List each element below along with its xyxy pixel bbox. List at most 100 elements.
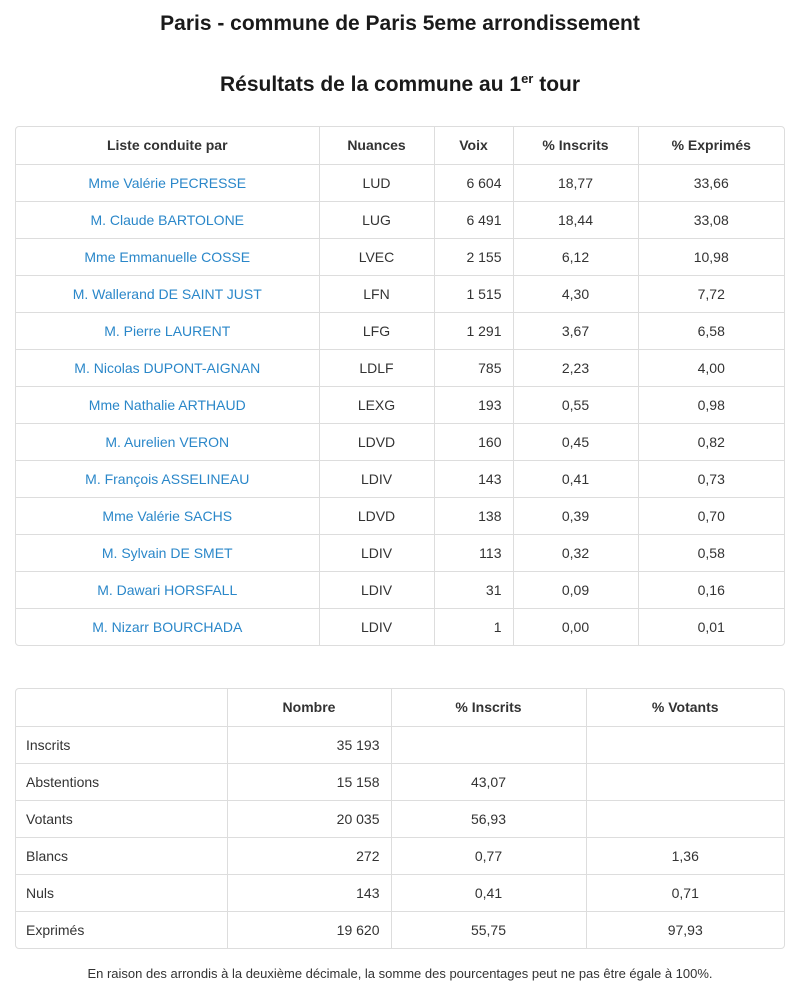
candidate-link[interactable]: M. Claude BARTOLONE [90,211,245,228]
candidate-name-cell: M. François ASSELINEAU [16,460,320,498]
pct-exprimes-cell: 10,98 [638,238,784,276]
nombre-cell: 272 [227,837,392,875]
nuance-cell: LFG [319,312,435,350]
col-header-exprimes: % Exprimés [638,127,784,165]
candidate-link[interactable]: M. Nizarr BOURCHADA [92,618,243,635]
pct-votants-cell [586,800,784,838]
voix-cell: 785 [434,349,514,387]
candidate-link[interactable]: M. Pierre LAURENT [104,322,231,339]
pct-inscrits-cell: 2,23 [513,349,639,387]
pct-inscrits-cell: 6,12 [513,238,639,276]
candidate-name-cell: M. Sylvain DE SMET [16,534,320,572]
nuance-cell: LDVD [319,423,435,461]
pct-exprimes-cell: 7,72 [638,275,784,313]
nuance-cell: LUG [319,201,435,239]
pct-votants-cell [586,763,784,801]
col-header-nombre: Nombre [227,689,392,727]
pct-votants-cell [586,726,784,764]
candidate-link[interactable]: M. François ASSELINEAU [85,470,250,487]
pct-inscrits-cell: 0,09 [513,571,639,609]
participation-label-cell: Blancs [16,837,228,875]
candidate-name-cell: M. Pierre LAURENT [16,312,320,350]
pct-inscrits-cell [391,726,587,764]
voix-cell: 2 155 [434,238,514,276]
round-subtitle-prefix: Résultats de la commune au 1 [219,73,522,96]
candidates-table: Liste conduite par Nuances Voix % Inscri… [15,126,785,646]
pct-inscrits-cell: 18,44 [513,201,639,239]
nuance-cell: LDIV [319,608,435,645]
pct-exprimes-cell: 0,58 [638,534,784,572]
candidate-name-cell: M. Nizarr BOURCHADA [16,608,320,645]
participation-row: Inscrits 35 193 [16,726,784,764]
participation-label-cell: Votants [16,800,228,838]
candidate-row: M. Claude BARTOLONE LUG 6 491 18,44 33,08 [16,201,784,239]
pct-inscrits-cell: 55,75 [391,911,587,948]
nombre-cell: 20 035 [227,800,392,838]
pct-inscrits-cell: 0,00 [513,608,639,645]
pct-votants-cell: 0,71 [586,874,784,912]
pct-votants-cell: 1,36 [586,837,784,875]
pct-inscrits-cell: 43,07 [391,763,587,801]
candidate-name-cell: M. Dawari HORSFALL [16,571,320,609]
participation-row: Nuls 143 0,41 0,71 [16,874,784,912]
participation-label-cell: Inscrits [16,726,228,764]
pct-inscrits-cell: 0,77 [391,837,587,875]
col-header-inscrits: % Inscrits [513,127,639,165]
candidate-row: M. Nizarr BOURCHADA LDIV 1 0,00 0,01 [16,608,784,645]
participation-row: Abstentions 15 158 43,07 [16,763,784,801]
voix-cell: 6 604 [434,164,514,202]
round-subtitle-ordinal: er [521,71,534,86]
nuance-cell: LVEC [319,238,435,276]
voix-cell: 1 515 [434,275,514,313]
results-page: Paris - commune de Paris 5eme arrondisse… [0,12,800,999]
participation-row: Exprimés 19 620 55,75 97,93 [16,911,784,948]
participation-row: Votants 20 035 56,93 [16,800,784,838]
col-header-liste: Liste conduite par [16,127,320,165]
voix-cell: 113 [434,534,514,572]
pct-inscrits-cell: 0,32 [513,534,639,572]
candidate-name-cell: Mme Valérie SACHS [16,497,320,535]
candidates-header-row: Liste conduite par Nuances Voix % Inscri… [16,127,784,165]
candidate-link[interactable]: M. Wallerand DE SAINT JUST [72,285,262,302]
candidate-row: M. Sylvain DE SMET LDIV 113 0,32 0,58 [16,534,784,572]
participation-label-cell: Abstentions [16,763,228,801]
voix-cell: 160 [434,423,514,461]
round-subtitle-suffix: tour [533,73,581,96]
nuance-cell: LDLF [319,349,435,387]
candidate-name-cell: Mme Emmanuelle COSSE [16,238,320,276]
nuance-cell: LDIV [319,534,435,572]
candidate-name-cell: M. Wallerand DE SAINT JUST [16,275,320,313]
pct-exprimes-cell: 33,66 [638,164,784,202]
candidate-link[interactable]: M. Nicolas DUPONT-AIGNAN [74,359,261,376]
candidate-row: M. Dawari HORSFALL LDIV 31 0,09 0,16 [16,571,784,609]
pct-votants-cell: 97,93 [667,921,703,938]
pct-exprimes-cell: 4,00 [638,349,784,387]
participation-row: Blancs 272 0,77 1,36 [16,837,784,875]
nuance-cell: LDVD [319,497,435,535]
nuance-cell: LDIV [319,460,435,498]
col-header-empty [16,689,228,727]
candidate-link[interactable]: M. Aurelien VERON [105,433,230,450]
participation-header-row: Nombre % Inscrits % Votants [16,689,784,727]
voix-cell: 143 [434,460,514,498]
candidate-link[interactable]: Mme Valérie SACHS [102,507,233,524]
candidate-link[interactable]: Mme Emmanuelle COSSE [84,248,251,265]
candidate-link[interactable]: M. Dawari HORSFALL [97,581,238,598]
voix-cell: 31 [434,571,514,609]
pct-exprimes-cell: 0,98 [638,386,784,424]
participation-table: Nombre % Inscrits % Votants Inscrits 35 1… [15,688,785,949]
nuance-cell: LEXG [319,386,435,424]
pct-inscrits-cell: 0,41 [391,874,587,912]
candidate-name-cell: M. Claude BARTOLONE [16,201,320,239]
pct-inscrits-cell: 0,55 [513,386,639,424]
candidate-link[interactable]: M. Sylvain DE SMET [101,544,233,561]
candidate-name-cell: M. Aurelien VERON [16,423,320,461]
col-header-voix: Voix [434,127,514,165]
candidate-link[interactable]: Mme Nathalie ARTHAUD [88,396,246,413]
pct-inscrits-cell: 3,67 [513,312,639,350]
candidate-link[interactable]: Mme Valérie PECRESSE [88,174,247,191]
candidate-row: Mme Valérie PECRESSE LUD 6 604 18,77 33,66 [16,164,784,202]
candidate-name-cell: M. Nicolas DUPONT-AIGNAN [16,349,320,387]
candidate-row: M. Aurelien VERON LDVD 160 0,45 0,82 [16,423,784,461]
col-header-pct-inscrits: % Inscrits [391,689,587,727]
